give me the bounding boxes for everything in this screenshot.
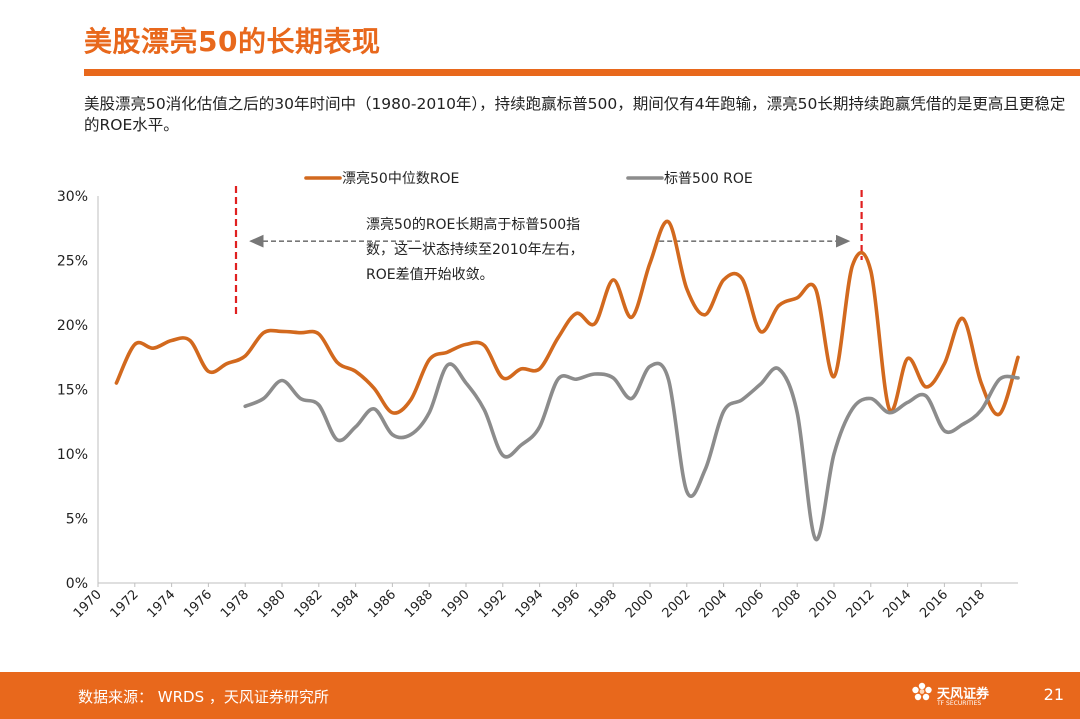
title-underline xyxy=(84,69,1080,76)
x-tick-label: 1976 xyxy=(181,587,215,621)
page-number: 21 xyxy=(1043,685,1064,704)
y-tick-label: 20% xyxy=(57,318,88,334)
flower-logo-icon xyxy=(912,682,932,701)
x-tick-label: 2010 xyxy=(807,587,841,621)
x-tick-label: 2018 xyxy=(954,587,988,621)
x-tick-label: 1998 xyxy=(586,587,620,621)
x-tick-label: 1990 xyxy=(439,587,473,621)
page-subtitle: 美股漂亮50消化估值之后的30年时间中（1980-2010年），持续跑赢标普50… xyxy=(84,95,1066,134)
x-tick-label: 2006 xyxy=(733,587,767,621)
x-tick-label: 2002 xyxy=(660,587,694,621)
y-tick-label: 30% xyxy=(57,189,88,205)
annotation-text-line: 数，这一状态持续至2010年左右， xyxy=(366,241,584,258)
y-tick-label: 5% xyxy=(66,512,88,528)
x-tick-label: 1972 xyxy=(108,587,142,621)
x-tick-label: 1974 xyxy=(144,587,178,621)
x-tick-label: 1988 xyxy=(402,587,436,621)
x-tick-label: 2016 xyxy=(917,587,951,621)
roe-line-chart: 0%5%10%15%20%25%30%1970 1972 1974 1976 1978 1… xyxy=(57,170,1020,621)
y-tick-label: 0% xyxy=(66,576,88,592)
footer-bar: 数据来源： WRDS ，天风证券研究所 天风证券 TF SECURITIES 2… xyxy=(0,672,1080,719)
x-tick-label: 1992 xyxy=(476,587,510,621)
annotation-text-line: 漂亮50的ROE长期高于标普500指 xyxy=(366,216,580,233)
x-tick-label: 2000 xyxy=(623,587,657,621)
series-line-pretty50-roe xyxy=(114,219,1020,417)
y-tick-label: 25% xyxy=(57,254,88,270)
x-tick-label: 1984 xyxy=(328,587,362,621)
logo-name: 天风证券 xyxy=(937,687,990,702)
annotation-text-line: ROE差值开始收敛。 xyxy=(366,267,494,283)
x-tick-label: 1996 xyxy=(549,587,583,621)
logo-subtext: TF SECURITIES xyxy=(937,700,982,707)
page-title: 美股漂亮50的长期表现 xyxy=(84,25,381,58)
y-tick-label: 15% xyxy=(57,383,88,399)
data-source: 数据来源： WRDS ，天风证券研究所 xyxy=(78,688,329,706)
x-tick-label: 1982 xyxy=(292,587,326,621)
x-tick-label: 1980 xyxy=(255,587,289,621)
x-tick-label: 2014 xyxy=(880,587,914,621)
x-tick-label: 1986 xyxy=(365,587,399,621)
company-logo: 天风证券 TF SECURITIES xyxy=(910,680,1010,712)
legend-label-2: 标普500 ROE xyxy=(664,171,753,187)
x-tick-label: 1970 xyxy=(71,587,105,621)
x-tick-label: 2004 xyxy=(696,587,730,621)
series-line-sp500-roe xyxy=(243,361,1020,541)
x-tick-label: 2008 xyxy=(770,587,804,621)
y-tick-label: 10% xyxy=(57,447,88,463)
x-tick-label: 1994 xyxy=(512,587,546,621)
x-tick-label: 1978 xyxy=(218,587,252,621)
x-tick-label: 2012 xyxy=(844,587,878,621)
legend-label-1: 漂亮50中位数ROE xyxy=(342,170,459,187)
